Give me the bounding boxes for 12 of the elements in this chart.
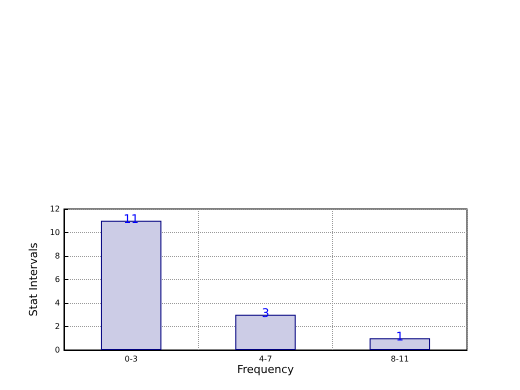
y-tick-label: 4 [54,298,60,308]
y-tick-label: 0 [54,346,60,354]
x-tick-label: 4-7 [258,354,272,364]
x-axis-title: Frequency [237,363,294,376]
y-tick-label: 8 [54,252,60,260]
y-tick-label: 12 [50,204,60,214]
x-tick-label: 0-3 [124,354,138,364]
y-axis-title: Stat Intervals [26,242,40,316]
y-tick-label: 2 [54,322,60,331]
y-tick-label: 10 [50,228,60,237]
y-tick-label: 6 [54,275,60,284]
x-tick-label: 8-11 [390,354,409,364]
